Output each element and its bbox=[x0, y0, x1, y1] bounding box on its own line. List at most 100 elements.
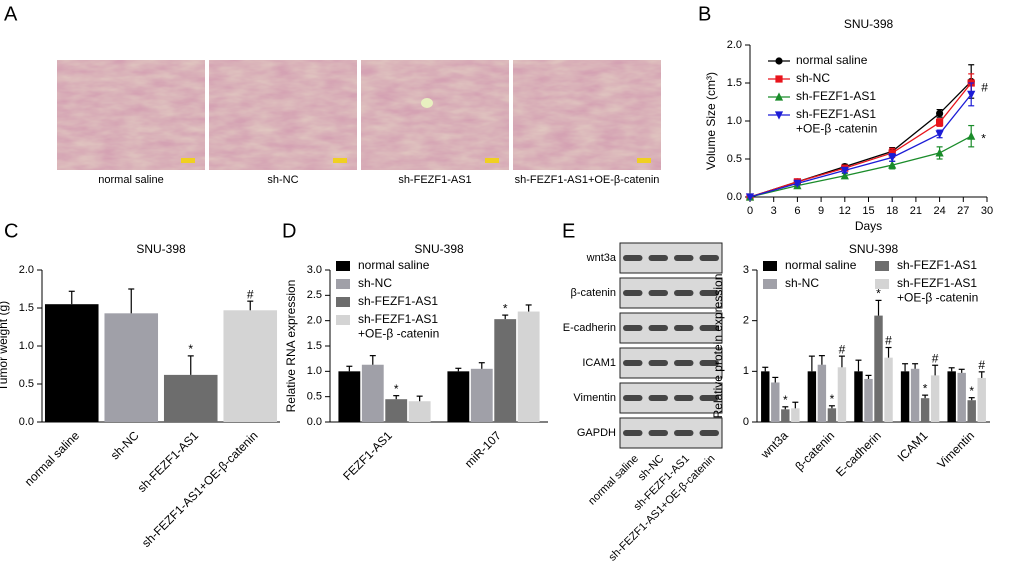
bar bbox=[470, 368, 493, 422]
x-tick-label: 6 bbox=[794, 205, 800, 217]
y-tick-label: 0.5 bbox=[307, 391, 322, 403]
bar bbox=[837, 367, 847, 422]
annotation: # bbox=[932, 351, 939, 365]
x-tick-label: β-catenin bbox=[792, 428, 837, 473]
line bbox=[749, 93, 972, 198]
y-tick-label: 3 bbox=[743, 264, 749, 276]
x-tick-label: miR-107 bbox=[462, 428, 504, 470]
marker bbox=[745, 193, 755, 202]
bar bbox=[408, 401, 431, 422]
blot-band bbox=[623, 290, 643, 296]
bar bbox=[977, 377, 986, 422]
x-tick-label: 30 bbox=[981, 205, 993, 217]
chart-title: SNU-398 bbox=[414, 242, 464, 256]
blot-band bbox=[674, 290, 694, 296]
bar bbox=[517, 311, 540, 422]
legend-swatch bbox=[875, 279, 889, 289]
legend-label: sh-FEZF1-AS1 bbox=[796, 89, 876, 103]
legend-label: normal saline bbox=[785, 258, 857, 272]
blot-band bbox=[699, 395, 719, 401]
x-tick-label: 0 bbox=[747, 205, 753, 217]
annotation: * bbox=[503, 301, 508, 315]
y-tick-label: 1.0 bbox=[19, 340, 34, 352]
legend-swatch bbox=[763, 279, 777, 289]
chart-title: SNU-398 bbox=[844, 17, 894, 31]
vessel bbox=[421, 98, 433, 108]
protein-label: ICAM1 bbox=[582, 357, 616, 369]
marker bbox=[936, 118, 944, 127]
blot-band bbox=[699, 430, 719, 436]
y-axis-label: Tumor weight (g) bbox=[0, 301, 10, 391]
blot-band bbox=[699, 290, 719, 296]
blot-band bbox=[623, 395, 643, 401]
y-tick-label: 0.0 bbox=[19, 416, 34, 428]
chart-title: SNU-398 bbox=[136, 242, 186, 256]
y-tick-label: 0.0 bbox=[307, 416, 322, 428]
scale-bar bbox=[485, 158, 499, 163]
legend-swatch bbox=[336, 297, 350, 307]
x-tick-label: 3 bbox=[771, 205, 777, 217]
blot-band bbox=[648, 325, 668, 331]
y-tick-label: 3.0 bbox=[307, 264, 322, 276]
y-tick-label: 1.5 bbox=[307, 340, 322, 352]
y-tick-label: 0.5 bbox=[19, 378, 34, 390]
y-tick-label: 2.0 bbox=[307, 315, 322, 327]
x-tick-label: sh-NC bbox=[108, 428, 142, 462]
legend-marker bbox=[775, 75, 783, 83]
x-tick-label: 21 bbox=[910, 205, 922, 217]
marker bbox=[935, 130, 944, 139]
lane-label: normal saline bbox=[586, 453, 641, 508]
x-axis-label: Days bbox=[855, 219, 882, 233]
panel-label: A bbox=[4, 3, 18, 25]
legend-label: sh-FEZF1-AS1 +OE-β -catenin bbox=[897, 276, 978, 304]
annotation: # bbox=[978, 358, 985, 372]
y-tick-label: 2.0 bbox=[727, 39, 742, 51]
legend-label: sh-NC bbox=[796, 71, 830, 85]
legend-label: sh-NC bbox=[785, 276, 819, 290]
legend-swatch bbox=[336, 261, 350, 271]
y-axis-label: Relative RNA expression bbox=[284, 280, 298, 413]
legend-marker bbox=[774, 92, 784, 101]
bar bbox=[874, 315, 883, 422]
image-label: normal saline bbox=[98, 174, 163, 186]
y-tick-label: 0.5 bbox=[727, 153, 742, 165]
protein-label: β-catenin bbox=[571, 287, 616, 299]
bar bbox=[957, 372, 966, 422]
bar bbox=[920, 398, 930, 422]
y-tick-label: 2 bbox=[743, 315, 749, 327]
legend-marker bbox=[775, 57, 783, 65]
bar bbox=[791, 408, 800, 422]
marker bbox=[888, 160, 897, 169]
bar bbox=[807, 371, 817, 422]
scale-bar bbox=[333, 158, 347, 163]
protein-label: GAPDH bbox=[577, 427, 616, 439]
bar bbox=[827, 408, 837, 422]
blot-band bbox=[648, 430, 668, 436]
image-label: sh-FEZF1-AS1 bbox=[398, 174, 471, 186]
annotation: # bbox=[885, 334, 892, 348]
bar bbox=[44, 304, 99, 422]
legend-label: sh-FEZF1-AS1 bbox=[897, 258, 977, 272]
scale-bar bbox=[181, 158, 195, 163]
chart-title: SNU-398 bbox=[849, 242, 899, 256]
histology-texture bbox=[361, 60, 509, 170]
panel-label: C bbox=[4, 220, 18, 242]
annotation: * bbox=[981, 131, 986, 145]
y-tick-label: 1.0 bbox=[307, 365, 322, 377]
legend-label: normal saline bbox=[796, 53, 868, 67]
legend-label: sh-FEZF1-AS1 +OE-β -catenin bbox=[358, 312, 439, 340]
bar bbox=[884, 357, 893, 422]
marker bbox=[888, 149, 896, 157]
blot-band bbox=[648, 290, 668, 296]
annotation: * bbox=[876, 287, 881, 301]
bar bbox=[761, 371, 770, 422]
blot-band bbox=[699, 255, 719, 261]
histology-texture bbox=[57, 60, 205, 170]
x-tick-label: 12 bbox=[839, 205, 851, 217]
annotation: * bbox=[783, 393, 788, 407]
bar bbox=[900, 371, 910, 422]
y-tick-label: 1.0 bbox=[727, 115, 742, 127]
y-tick-label: 0.0 bbox=[727, 191, 742, 203]
marker bbox=[936, 109, 944, 117]
bar bbox=[910, 368, 920, 422]
